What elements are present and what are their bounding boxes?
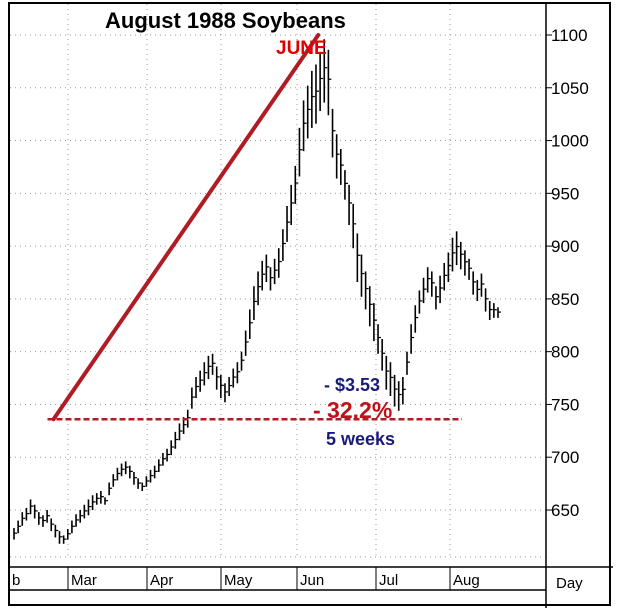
decline-trendline [51,33,321,422]
june-annotation: JUNE [276,38,327,59]
x-tick-label: Apr [150,572,173,589]
x-tick-label: b [12,572,20,589]
y-tick-label: 1050 [551,79,589,98]
decline-duration-annotation: 5 weeks [326,429,395,449]
y-tick-label: 850 [551,290,579,309]
x-tick-label: Jul [379,572,398,589]
y-tick-label: 1000 [551,132,589,151]
y-tick-label: 650 [551,501,579,520]
x-tick-label: Jun [300,572,324,589]
chart-frame: 650 700 750 800 850 900 950 1000 1050 1100 b Mar Apr… [8,2,613,608]
soybean-price-chart: 650 700 750 800 850 900 950 1000 1050 1100 b Mar Apr… [10,4,613,608]
y-tick-label: 800 [551,343,579,362]
x-tick-label: Aug [453,572,480,589]
x-tick-label: May [224,572,253,589]
y-tick-label: 1100 [551,26,588,45]
y-tick-label: 700 [551,448,579,467]
decline-amount-annotation: - $3.53 [324,375,380,395]
y-tick-label: 950 [551,184,579,203]
y-tick-label: 900 [551,237,579,256]
y-tick-label: 750 [551,395,579,414]
x-tick-label: Mar [71,572,97,589]
chart-title: August 1988 Soybeans [105,8,346,33]
x-unit-label: Day [556,575,583,592]
decline-percent-annotation: - 32.2% [313,397,392,423]
